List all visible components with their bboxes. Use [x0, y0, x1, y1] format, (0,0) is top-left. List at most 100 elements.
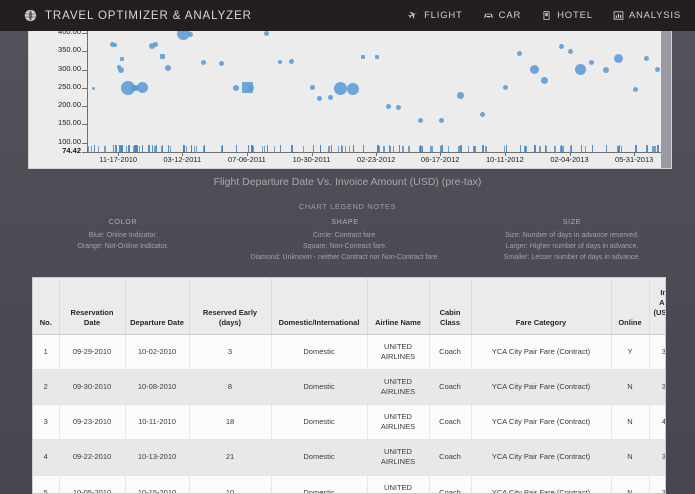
chart-data-point[interactable] — [360, 55, 365, 60]
chart-rug-mark — [560, 146, 562, 152]
chart-data-point[interactable] — [346, 82, 359, 95]
chart-data-point[interactable] — [541, 77, 549, 85]
chart-data-point[interactable] — [589, 59, 595, 65]
chart-data-point[interactable] — [188, 32, 194, 38]
chart-data-point[interactable] — [334, 81, 348, 95]
chart-rug-mark — [344, 146, 346, 152]
chart-data-point[interactable] — [110, 41, 115, 47]
chart-data-point[interactable] — [386, 103, 392, 109]
chart-data-point[interactable] — [121, 81, 136, 96]
chart-data-point[interactable] — [119, 56, 124, 61]
chart-data-point[interactable] — [149, 42, 156, 49]
column-header-reservation-date[interactable]: Reservation Date — [59, 278, 126, 335]
chart-rug-mark — [153, 146, 156, 152]
chart-data-point[interactable] — [133, 84, 140, 91]
chart-data-point[interactable] — [219, 60, 225, 66]
chart-rug-mark — [330, 145, 333, 152]
chart-data-point[interactable] — [264, 30, 270, 36]
column-header-online[interactable]: Online — [611, 278, 650, 335]
table-row[interactable]: 1 09-29-2010 10-02-2010 3 Domestic UNITED AIR… — [33, 334, 665, 370]
chart-data-point[interactable] — [614, 54, 624, 64]
chart-data-point[interactable] — [159, 53, 165, 59]
table-row[interactable]: 2 09-30-2010 10-08-2010 8 Domestic UNITED AIR… — [33, 369, 665, 406]
chart-data-point[interactable] — [232, 85, 239, 92]
cell-domestic-international: Domestic — [271, 334, 368, 370]
x-axis-tick-label: 02-04-2013 — [550, 155, 589, 164]
chart-data-point[interactable] — [201, 60, 207, 66]
cell-invoice-amount: 477.21 — [649, 404, 665, 441]
chart-data-point[interactable] — [164, 64, 171, 71]
column-header-no[interactable]: No. — [33, 278, 60, 335]
column-header-departure-date[interactable]: Departure Date — [125, 278, 190, 335]
cell-reservation-date: 09-30-2010 — [59, 369, 126, 406]
table-row[interactable]: 4 09-22-2010 10-13-2010 21 Domestic UNITED AI… — [33, 439, 665, 476]
x-axis-tick-mark — [634, 152, 636, 156]
nav-item-analysis[interactable]: ANALYSIS — [613, 10, 681, 21]
chart-data-point[interactable] — [517, 50, 523, 56]
x-axis-tick-mark — [569, 152, 571, 156]
column-header-airline-name[interactable]: Airline Name — [367, 278, 430, 335]
chart-data-point[interactable] — [92, 86, 96, 90]
chart-data-point[interactable] — [136, 82, 148, 94]
chart-data-point[interactable] — [288, 59, 294, 65]
nav-label-analysis: ANALYSIS — [628, 10, 681, 21]
chart-data-point[interactable] — [277, 59, 282, 64]
table-row[interactable]: 3 09-23-2010 10-11-2010 18 Domestic UNITED AI… — [33, 404, 665, 441]
chart-data-point[interactable] — [456, 92, 464, 100]
column-header-invoice-amount[interactable]: Invoice Amount (USD) (pre-tax) — [649, 278, 665, 335]
cell-reserved-early-days: 21 — [189, 439, 272, 476]
chart-data-point[interactable] — [575, 64, 587, 76]
legend-color-line-2: Orange: Not-Online Indicator. — [77, 242, 169, 250]
legend-shape-line-1: Circle: Contract fare. — [312, 231, 378, 239]
chart-data-point[interactable] — [632, 87, 638, 93]
chart-data-point[interactable] — [654, 67, 660, 73]
chart-data-point[interactable] — [375, 54, 380, 59]
chart-data-point[interactable] — [310, 85, 316, 91]
x-axis-tick-mark — [440, 152, 442, 156]
chart-data-point[interactable] — [558, 43, 564, 49]
nav-item-flight[interactable]: FLIGHT — [408, 10, 463, 21]
chart-data-point[interactable] — [396, 105, 402, 111]
chart-data-point[interactable] — [153, 41, 159, 47]
cell-no: 3 — [33, 404, 60, 441]
chart-rug-mark — [408, 146, 411, 152]
column-header-reserved-early[interactable]: Reserved Early (days) — [189, 278, 272, 335]
cell-reservation-date: 09-29-2010 — [59, 334, 126, 370]
cell-airline-name: UNITED AIRLINES — [367, 334, 430, 370]
chart-rug-mark — [525, 146, 527, 152]
chart-rug-mark — [312, 145, 314, 152]
chart-rug-mark — [657, 145, 659, 152]
chart-data-point[interactable] — [242, 82, 254, 94]
chart-data-point[interactable] — [438, 118, 444, 124]
nav-item-hotel[interactable]: HOTEL — [541, 10, 593, 21]
chart-rug-mark — [584, 146, 587, 152]
legend-size-line-2: Larger: Higher number of days in advance… — [505, 242, 639, 250]
column-header-domestic-international[interactable]: Domestic/International — [271, 278, 368, 335]
chart-data-point[interactable] — [248, 85, 255, 92]
x-axis-tick-label: 05-31-2013 — [614, 155, 654, 164]
chart-data-point[interactable] — [643, 56, 649, 62]
chart-rug-mark — [419, 146, 421, 152]
chart-data-point[interactable] — [602, 66, 609, 73]
chart-rug-mark — [261, 146, 264, 152]
chart-data-point[interactable] — [479, 111, 485, 117]
chart-data-point[interactable] — [113, 42, 118, 47]
chart-data-point[interactable] — [117, 66, 124, 73]
chart-data-point[interactable] — [328, 94, 334, 100]
chart-data-point[interactable] — [503, 85, 509, 91]
x-axis-tick-label: 10-30-2011 — [292, 155, 331, 164]
chart-data-point[interactable] — [568, 48, 573, 54]
cell-online: N — [611, 404, 650, 441]
chart-data-point[interactable] — [317, 95, 323, 101]
column-header-fare-category[interactable]: Fare Category — [471, 278, 612, 335]
nav-item-car[interactable]: CAR — [483, 10, 521, 21]
column-header-cabin-class[interactable]: Cabin Class — [429, 278, 472, 335]
chart-vertical-scrollbar[interactable] — [661, 22, 671, 168]
chart-rug-mark — [152, 145, 154, 152]
chart-data-point[interactable] — [529, 65, 539, 75]
brand[interactable]: TRAVEL OPTIMIZER & ANALYZER — [24, 9, 252, 22]
chart-data-point[interactable] — [417, 117, 423, 123]
chart-rug-mark — [468, 146, 470, 152]
results-table-container[interactable]: No. Reservation Date Departure Date Rese… — [32, 277, 666, 494]
